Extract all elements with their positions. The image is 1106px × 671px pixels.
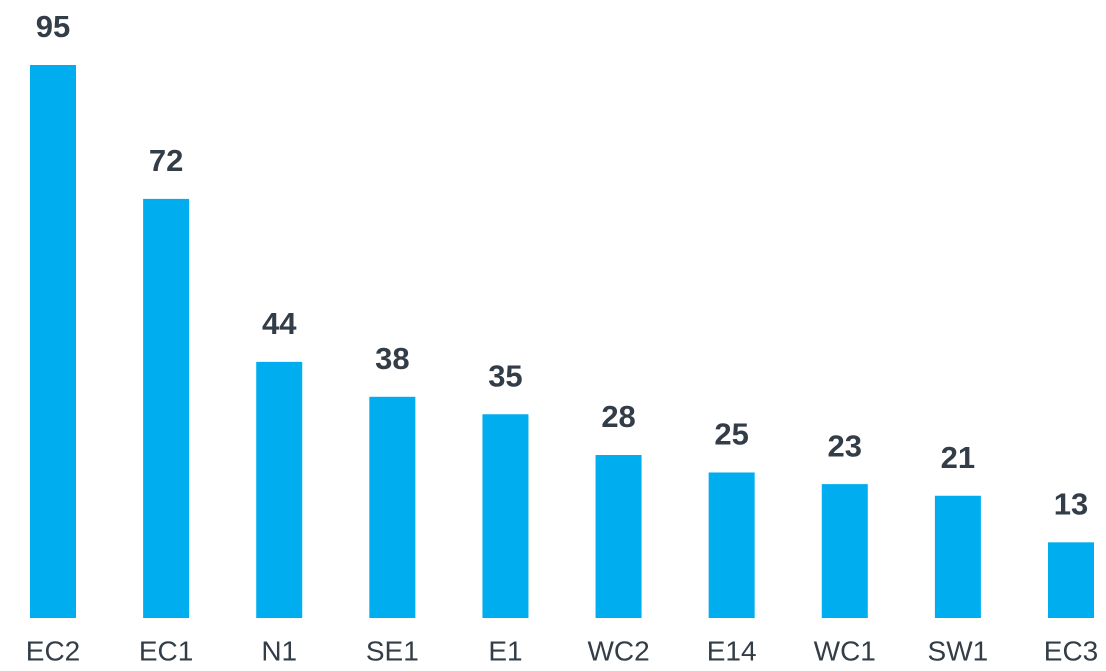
- x-tick-label: WC1: [814, 635, 876, 666]
- x-tick-label: EC2: [26, 635, 80, 666]
- bar: [30, 65, 76, 618]
- x-tick-label: EC1: [139, 635, 193, 666]
- x-tick-label: E14: [707, 635, 757, 666]
- value-label: 28: [601, 399, 635, 434]
- x-tick-label: SE1: [366, 635, 419, 666]
- bar: [821, 484, 868, 618]
- value-label: 38: [375, 341, 409, 376]
- value-label: 13: [1054, 487, 1088, 522]
- bar: [1048, 542, 1094, 618]
- x-tick-label: WC2: [587, 635, 649, 666]
- bar: [708, 472, 755, 618]
- bar: [934, 495, 981, 618]
- value-label: 23: [828, 428, 862, 463]
- value-label: 25: [714, 417, 748, 452]
- bar: [482, 414, 529, 618]
- value-label: 95: [36, 9, 70, 44]
- bar: [369, 396, 416, 618]
- bar: [595, 455, 642, 618]
- value-label: 72: [149, 143, 183, 178]
- x-tick-label: N1: [261, 635, 297, 666]
- bar: [256, 361, 303, 618]
- x-tick-label: SW1: [928, 635, 989, 666]
- x-tick-label: E1: [488, 635, 522, 666]
- value-label: 21: [941, 440, 975, 475]
- value-label: 35: [488, 358, 522, 393]
- x-tick-label: EC3: [1044, 635, 1098, 666]
- bar: [143, 198, 190, 618]
- value-label: 44: [262, 306, 297, 341]
